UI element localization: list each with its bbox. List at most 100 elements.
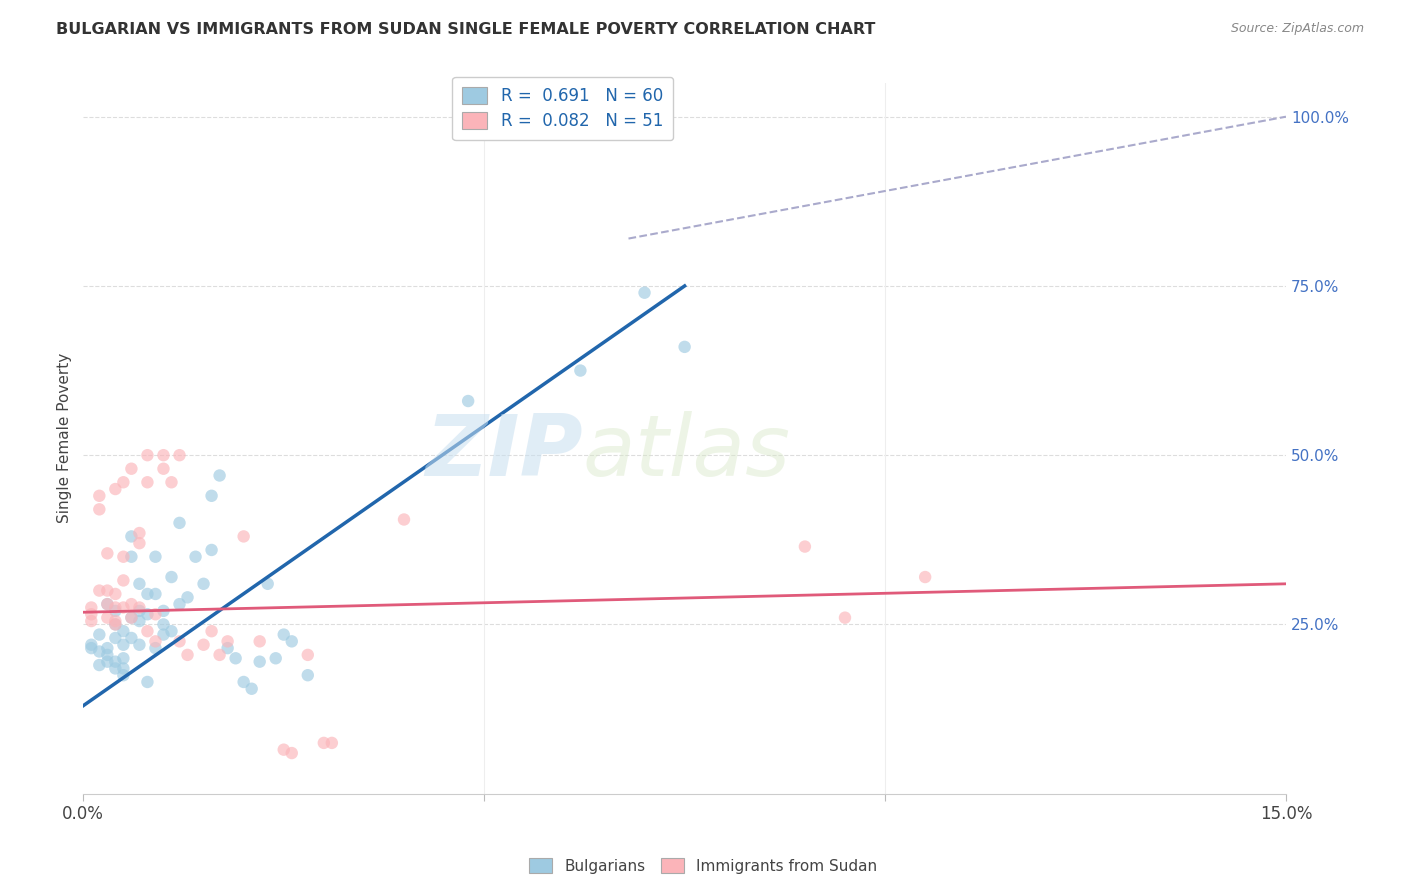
- Point: [104, 661, 127, 675]
- Point: [217, 641, 239, 656]
- Point: [200, 543, 222, 558]
- Point: [128, 638, 150, 652]
- Point: [225, 651, 247, 665]
- Point: [104, 482, 127, 496]
- Point: [232, 675, 254, 690]
- Point: [89, 489, 111, 503]
- Point: [145, 641, 167, 656]
- Point: [200, 624, 222, 639]
- Point: [297, 648, 319, 662]
- Point: [112, 624, 135, 639]
- Point: [169, 516, 191, 530]
- Point: [96, 610, 118, 624]
- Point: [120, 549, 142, 564]
- Point: [633, 285, 655, 300]
- Point: [104, 614, 127, 628]
- Point: [128, 536, 150, 550]
- Point: [128, 614, 150, 628]
- Point: [96, 583, 118, 598]
- Point: [281, 746, 304, 760]
- Point: [240, 681, 263, 696]
- Text: Source: ZipAtlas.com: Source: ZipAtlas.com: [1230, 22, 1364, 36]
- Point: [176, 591, 198, 605]
- Point: [89, 627, 111, 641]
- Point: [136, 607, 159, 622]
- Point: [145, 607, 167, 622]
- Point: [128, 526, 150, 541]
- Point: [169, 448, 191, 462]
- Point: [249, 634, 271, 648]
- Point: [193, 576, 215, 591]
- Point: [96, 546, 118, 560]
- Point: [112, 651, 135, 665]
- Point: [160, 570, 183, 584]
- Point: [200, 489, 222, 503]
- Point: [249, 655, 271, 669]
- Legend: Bulgarians, Immigrants from Sudan: Bulgarians, Immigrants from Sudan: [523, 852, 883, 880]
- Point: [793, 540, 815, 554]
- Point: [120, 631, 142, 645]
- Point: [120, 461, 142, 475]
- Point: [297, 668, 319, 682]
- Point: [184, 549, 207, 564]
- Point: [169, 597, 191, 611]
- Point: [104, 631, 127, 645]
- Point: [160, 624, 183, 639]
- Point: [112, 638, 135, 652]
- Point: [312, 736, 335, 750]
- Point: [89, 583, 111, 598]
- Point: [128, 576, 150, 591]
- Point: [264, 651, 287, 665]
- Point: [104, 604, 127, 618]
- Point: [96, 641, 118, 656]
- Point: [136, 475, 159, 490]
- Point: [120, 610, 142, 624]
- Point: [321, 736, 343, 750]
- Point: [120, 610, 142, 624]
- Point: [136, 624, 159, 639]
- Point: [152, 448, 174, 462]
- Legend: R =  0.691   N = 60, R =  0.082   N = 51: R = 0.691 N = 60, R = 0.082 N = 51: [453, 77, 673, 140]
- Point: [673, 340, 696, 354]
- Point: [80, 614, 103, 628]
- Point: [145, 634, 167, 648]
- Point: [136, 675, 159, 690]
- Point: [80, 641, 103, 656]
- Point: [152, 617, 174, 632]
- Point: [176, 648, 198, 662]
- Point: [80, 607, 103, 622]
- Point: [145, 587, 167, 601]
- Point: [112, 475, 135, 490]
- Point: [89, 644, 111, 658]
- Point: [104, 587, 127, 601]
- Point: [457, 394, 479, 409]
- Point: [834, 610, 856, 624]
- Point: [217, 634, 239, 648]
- Point: [96, 597, 118, 611]
- Point: [104, 617, 127, 632]
- Point: [136, 587, 159, 601]
- Point: [169, 634, 191, 648]
- Point: [96, 597, 118, 611]
- Point: [112, 668, 135, 682]
- Point: [96, 648, 118, 662]
- Point: [120, 597, 142, 611]
- Point: [208, 648, 231, 662]
- Point: [128, 604, 150, 618]
- Point: [145, 549, 167, 564]
- Point: [89, 658, 111, 673]
- Point: [152, 604, 174, 618]
- Point: [136, 448, 159, 462]
- Y-axis label: Single Female Poverty: Single Female Poverty: [58, 353, 72, 524]
- Point: [281, 634, 304, 648]
- Point: [152, 627, 174, 641]
- Point: [80, 600, 103, 615]
- Point: [160, 475, 183, 490]
- Point: [193, 638, 215, 652]
- Point: [392, 512, 415, 526]
- Point: [112, 600, 135, 615]
- Point: [89, 502, 111, 516]
- Point: [112, 661, 135, 675]
- Point: [112, 574, 135, 588]
- Point: [112, 549, 135, 564]
